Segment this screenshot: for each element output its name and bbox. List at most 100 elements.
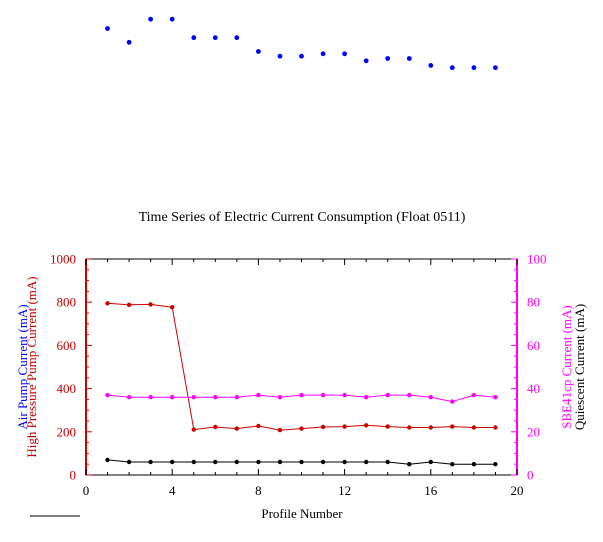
scatter-point: [320, 51, 326, 57]
left-y-tick-label: 200: [57, 424, 77, 439]
scatter-point: [385, 56, 391, 61]
series-high-pressure-pump-line: [107, 302, 496, 431]
left-y-tick-label: 0: [70, 468, 77, 483]
data-point: [256, 392, 261, 398]
x-axis-label: Profile Number: [261, 506, 343, 521]
right-y-tick-label: 60: [527, 338, 540, 353]
data-point: [471, 425, 477, 430]
data-point: [256, 459, 261, 465]
data-point: [234, 426, 239, 431]
data-point: [277, 395, 283, 400]
data-point: [105, 457, 110, 463]
data-point: [148, 459, 153, 465]
data-point: [299, 459, 304, 465]
left-y-label-high-pressure-pump: High Pressure Pump Current (mA): [24, 276, 39, 457]
right-y-tick-label: 40: [527, 381, 540, 396]
data-point: [213, 459, 218, 465]
right-y-label-sbe41cp: SBE41cp Current (mA): [559, 305, 574, 428]
scatter-point: [234, 35, 240, 41]
data-point: [364, 459, 369, 465]
data-point: [450, 424, 455, 429]
data-point: [342, 424, 347, 429]
top-scatter-plot: [105, 16, 498, 71]
left-y-tick-label: 400: [57, 381, 77, 396]
scatter-point: [406, 56, 412, 61]
right-y-tick-label: 80: [527, 295, 540, 310]
data-point: [148, 395, 153, 400]
tiny-footer-mark: [30, 515, 80, 517]
data-point: [126, 459, 132, 465]
data-point: [320, 392, 326, 398]
data-point: [191, 459, 196, 465]
data-point: [364, 423, 369, 428]
data-point: [407, 425, 412, 430]
data-point: [342, 392, 347, 398]
data-point: [277, 427, 283, 433]
scatter-point: [471, 65, 477, 71]
data-point: [213, 395, 218, 400]
scatter-point: [449, 65, 455, 71]
data-point: [126, 302, 132, 307]
data-point: [170, 305, 175, 310]
scatter-point: [126, 39, 132, 45]
scatter-point: [148, 16, 154, 22]
data-point: [320, 424, 326, 430]
data-point: [105, 301, 110, 306]
data-point: [493, 462, 498, 467]
right-y-tick-label: 0: [527, 468, 534, 483]
data-point: [105, 392, 110, 398]
data-point: [385, 392, 390, 398]
plot-frame: [85, 258, 518, 476]
data-point: [320, 459, 326, 465]
data-point: [493, 425, 498, 430]
left-y-tick-label: 600: [57, 338, 77, 353]
data-point: [364, 395, 369, 400]
x-tick-label: 20: [511, 483, 524, 498]
data-point: [471, 462, 477, 467]
data-point: [148, 302, 153, 307]
scatter-point: [191, 35, 197, 41]
data-point: [428, 459, 433, 465]
data-point: [170, 395, 175, 400]
left-y-tick-label: 1000: [50, 252, 76, 267]
data-point: [407, 392, 412, 398]
scatter-point: [342, 51, 347, 57]
left-y-axis-labels: Air Pump Current (mA) High Pressure Pump…: [15, 276, 39, 457]
data-point: [493, 395, 498, 400]
data-point: [299, 392, 304, 398]
right-y-axis-labels: SBE41cp Current (mA) Quiescent Current (…: [559, 304, 587, 430]
data-point: [170, 459, 175, 465]
x-tick-label: 12: [338, 483, 351, 498]
x-tick-label: 4: [169, 483, 176, 498]
scatter-point: [493, 65, 498, 71]
right-y-tick-label: 20: [527, 424, 540, 439]
right-y-tick-label: 100: [527, 252, 547, 267]
data-point: [385, 459, 390, 465]
data-point: [407, 462, 412, 467]
left-y-tick-label: 800: [57, 295, 77, 310]
scatter-point: [277, 53, 283, 59]
data-point: [213, 424, 218, 430]
data-point: [191, 427, 196, 432]
data-point: [428, 395, 433, 400]
data-point: [385, 424, 390, 429]
data-point: [342, 459, 347, 465]
scatter-point: [428, 63, 434, 68]
scatter-point: [169, 16, 175, 22]
right-y-label-quiescent: Quiescent Current (mA): [572, 304, 587, 430]
x-tick-label: 16: [424, 483, 438, 498]
data-point: [191, 395, 196, 400]
data-point: [299, 426, 304, 431]
data-point: [126, 395, 132, 400]
data-point: [471, 392, 477, 398]
scatter-point: [299, 53, 304, 59]
data-point: [450, 462, 455, 467]
data-point: [256, 423, 261, 429]
scatter-point: [363, 58, 369, 64]
data-point: [428, 425, 433, 430]
x-tick-label: 0: [83, 483, 90, 498]
